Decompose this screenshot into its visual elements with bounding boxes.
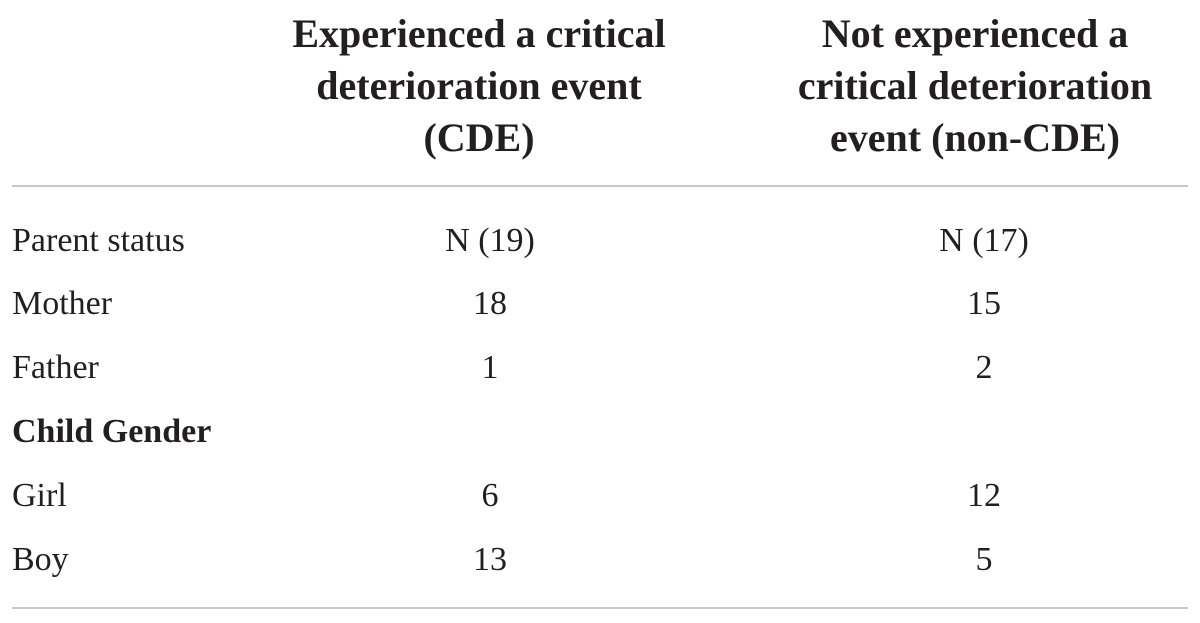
header-cde-line: deterioration event [316, 63, 642, 108]
table-row: Boy 13 5 [12, 540, 1188, 604]
table-row: Girl 6 12 [12, 476, 1188, 540]
header-divider [12, 185, 1188, 187]
non-cde-value: 5 [975, 541, 993, 578]
header-non-cde: Not experienced a critical deterioration… [762, 8, 1188, 164]
data-table: Experienced a critical deterioration eve… [12, 0, 1188, 623]
row-label: Boy [12, 541, 69, 578]
table-row: Mother 18 15 [12, 284, 1188, 348]
row-label: Father [12, 349, 99, 386]
header-non-cde-line: event (non-CDE) [830, 115, 1120, 160]
cde-value: 13 [473, 541, 507, 578]
cde-value: 18 [473, 285, 507, 322]
table-header: Experienced a critical deterioration eve… [12, 0, 1188, 186]
non-cde-value: N (17) [939, 222, 1029, 259]
non-cde-value: 2 [975, 349, 993, 386]
section-label: Child Gender [12, 413, 212, 450]
cde-value: 1 [481, 349, 499, 386]
row-label: Girl [12, 477, 67, 514]
header-cde-line: Experienced a critical [292, 11, 666, 56]
table-bottom-rule [12, 607, 1188, 609]
cde-value: N (19) [445, 222, 535, 259]
row-label: Parent status [12, 222, 185, 259]
non-cde-value: 15 [967, 285, 1001, 322]
header-cde: Experienced a critical deterioration eve… [260, 8, 698, 164]
non-cde-value: 12 [967, 477, 1001, 514]
table-row: Parent status N (19) N (17) [12, 221, 1188, 285]
header-cde-line: (CDE) [423, 115, 535, 160]
table-section-row: Child Gender [12, 412, 1188, 476]
header-non-cde-line: critical deterioration [797, 63, 1153, 108]
table-row: Father 1 2 [12, 348, 1188, 412]
header-non-cde-line: Not experienced a [821, 11, 1129, 56]
row-label: Mother [12, 285, 113, 322]
cde-value: 6 [481, 477, 499, 514]
